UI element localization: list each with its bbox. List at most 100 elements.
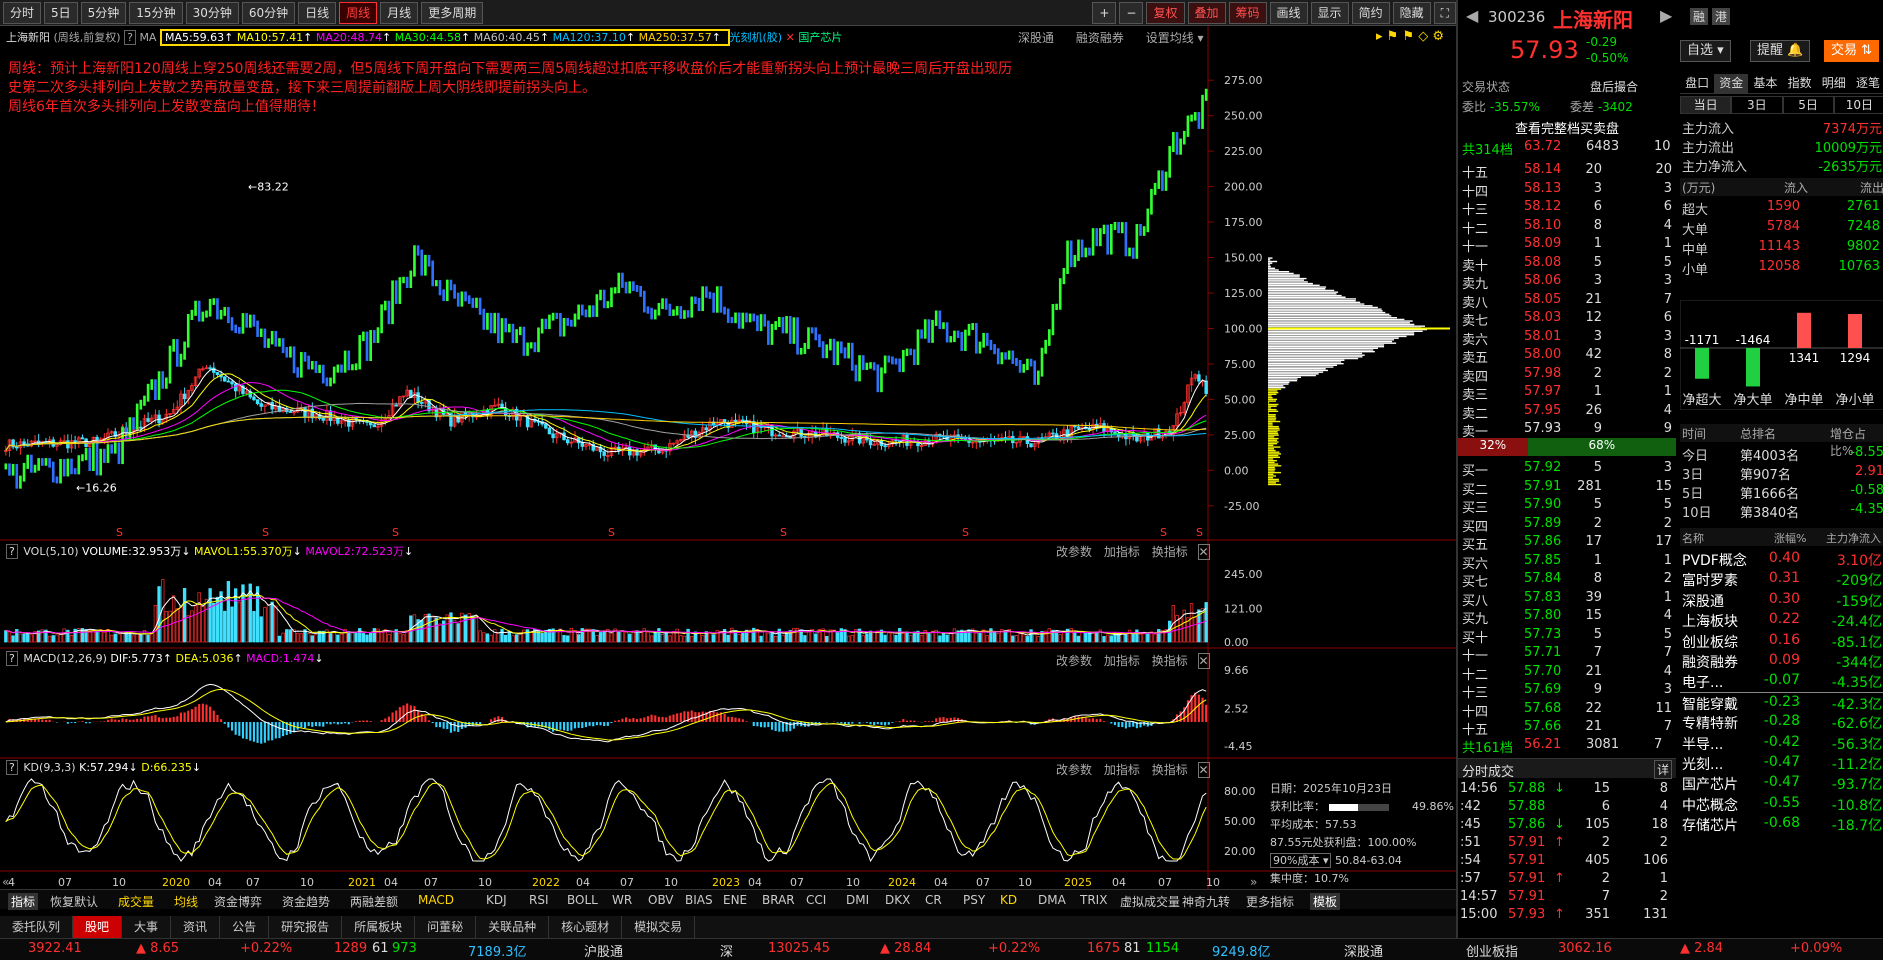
sector-row[interactable]: 富时罗素 0.31 -209亿	[1682, 570, 1882, 590]
fund-tab-3[interactable]: 指数	[1787, 76, 1812, 90]
bottom-tab-7[interactable]: 问董秘	[415, 916, 477, 938]
bottom-tab-5[interactable]: 研究报告	[269, 916, 343, 938]
plus-icon[interactable]: +	[1092, 2, 1117, 24]
ask-row[interactable]: 卖九 58.06 3 3	[1458, 272, 1676, 292]
indicator-tab-17[interactable]: DMI	[846, 893, 870, 907]
sector-row[interactable]: 融资融券 0.09 -344亿	[1682, 652, 1882, 671]
bid-row[interactable]: 买四 57.89 2 2	[1458, 515, 1676, 535]
next-stock-icon[interactable]: ▶	[1660, 6, 1673, 25]
scroll-right-icon[interactable]: »	[1250, 875, 1257, 889]
fund-period-0[interactable]: 当日	[1680, 96, 1732, 114]
fund-tab-4[interactable]: 明细	[1821, 76, 1846, 90]
bid-row[interactable]: 买九 57.80 15 4	[1458, 607, 1676, 627]
indicator-tab-9[interactable]: RSI	[529, 893, 549, 907]
ask-row[interactable]: 卖四 57.98 2 2	[1458, 365, 1676, 385]
indicator-tab-19[interactable]: CR	[925, 893, 942, 907]
indicator-tab-6[interactable]: 两融差额	[350, 895, 399, 909]
bid-row[interactable]: 买一 57.92 5 3	[1458, 459, 1676, 479]
ask-row[interactable]: 卖十 58.08 5 5	[1458, 254, 1676, 274]
indicator-tab-14[interactable]: ENE	[723, 893, 748, 907]
period-tab-1[interactable]: 5日	[44, 1, 78, 24]
ask-row[interactable]: 卖七 58.03 12 6	[1458, 309, 1676, 329]
chips-button[interactable]: 筹码	[1228, 2, 1267, 24]
ask-row[interactable]: 十一 58.09 1 1	[1458, 235, 1676, 255]
period-tab-5[interactable]: 60分钟	[241, 1, 296, 24]
fund-tab-2[interactable]: 基本	[1753, 76, 1778, 90]
kd-switch-indicator[interactable]: 换指标	[1151, 763, 1188, 777]
sector-row[interactable]: 存储芯片 -0.68 -18.7亿	[1682, 815, 1882, 835]
scroll-left-icon[interactable]: «	[2, 875, 9, 889]
indicator-tab-15[interactable]: BRAR	[762, 893, 795, 907]
indicator-tab-10[interactable]: BOLL	[567, 893, 598, 907]
link-ma-settings[interactable]: 设置均线	[1145, 31, 1194, 45]
bid-row[interactable]: 买十 57.73 5 5	[1458, 626, 1676, 646]
chip-cost90-select[interactable]: 90%成本 ▾	[1270, 853, 1332, 868]
ask-row[interactable]: 卖六 58.01 3 3	[1458, 328, 1676, 348]
indicator-tab-23[interactable]: TRIX	[1080, 893, 1108, 907]
period-tab-8[interactable]: 月线	[380, 1, 419, 24]
indicator-tab-12[interactable]: OBV	[648, 893, 674, 907]
draw-button[interactable]: 画线	[1269, 2, 1308, 24]
bottom-tab-6[interactable]: 所属板块	[342, 916, 416, 938]
period-tab-0[interactable]: 分时	[3, 1, 42, 24]
bottom-tab-1[interactable]: 股吧	[73, 916, 123, 938]
vol-switch-indicator[interactable]: 换指标	[1151, 545, 1188, 559]
indicator-tab-18[interactable]: DKX	[885, 893, 911, 907]
indicator-tab-7[interactable]: MACD	[418, 893, 454, 907]
sector-row[interactable]: 半导... -0.42 -56.3亿	[1682, 733, 1882, 753]
fund-period-3[interactable]: 10日	[1833, 96, 1883, 114]
ask-row[interactable]: 卖八 58.05 21 7	[1458, 291, 1676, 311]
period-tab-3[interactable]: 15分钟	[129, 1, 183, 24]
overlay-button[interactable]: 叠加	[1187, 2, 1226, 24]
indicator-tab-20[interactable]: PSY	[963, 893, 986, 907]
kline-chart-svg[interactable]: 275.00 250.00 225.00 200.00 175.00 150.00 125.…	[0, 26, 1456, 892]
indicator-tab-21[interactable]: KD	[1000, 893, 1018, 907]
sgt-label[interactable]: 深股通	[1344, 945, 1384, 960]
period-tab-2[interactable]: 5分钟	[80, 1, 127, 24]
expand-icon[interactable]: ⛶	[1433, 2, 1456, 24]
ask-row[interactable]: 卖五 58.00 42 8	[1458, 346, 1676, 366]
bid-row[interactable]: 十三 57.69 9 3	[1458, 681, 1676, 701]
bid-row[interactable]: 买二 57.91 281 15	[1458, 478, 1676, 498]
period-tab-7[interactable]: 周线	[339, 1, 378, 24]
bid-row[interactable]: 买八 57.83 39 1	[1458, 589, 1676, 609]
vol-close-icon[interactable]: ✕	[1197, 544, 1210, 560]
tag-chip[interactable]: 国产芯片	[798, 31, 843, 44]
indicator-tab-4[interactable]: 资金博弈	[214, 895, 263, 909]
indicator-tab-11[interactable]: WR	[612, 893, 633, 907]
ask-row[interactable]: 十五 58.14 20 20	[1458, 161, 1676, 181]
indicator-tab-26[interactable]: 更多指标	[1246, 895, 1295, 909]
chart-tool-icons[interactable]: ▸ ⚑ ⚑ ◇ ⚙	[1376, 29, 1445, 44]
fund-tab-0[interactable]: 盘口	[1685, 76, 1710, 90]
bid-row[interactable]: 十二 57.70 21 4	[1458, 663, 1676, 683]
ticks-detail-button[interactable]: 详	[1653, 760, 1672, 779]
bid-row[interactable]: 买六 57.85 1 1	[1458, 552, 1676, 572]
link-sgt[interactable]: 深股通	[1018, 31, 1055, 45]
bottom-tab-4[interactable]: 公告	[220, 916, 270, 938]
bottom-tab-10[interactable]: 模拟交易	[622, 916, 696, 938]
display-button[interactable]: 显示	[1310, 2, 1349, 24]
fund-tab-1[interactable]: 资金	[1714, 74, 1749, 93]
indicator-tab-5[interactable]: 资金趋势	[282, 895, 331, 909]
indicator-tab-2[interactable]: 成交量	[118, 895, 155, 909]
kd-close-icon[interactable]: ✕	[1197, 762, 1210, 778]
bottom-tab-9[interactable]: 核心题材	[549, 916, 623, 938]
help-icon[interactable]: ?	[124, 30, 136, 45]
sector-row[interactable]: 深股通 0.30 -159亿	[1682, 590, 1882, 610]
period-tab-9[interactable]: 更多周期	[421, 1, 484, 24]
bid-row[interactable]: 买三 57.90 5 5	[1458, 496, 1676, 516]
period-tab-6[interactable]: 日线	[298, 1, 337, 24]
indicator-tab-3[interactable]: 均线	[174, 895, 199, 909]
indicator-tab-1[interactable]: 恢复默认	[50, 895, 99, 909]
sector-row[interactable]: 电子... -0.07 -4.35亿	[1682, 672, 1882, 692]
macd-edit-params[interactable]: 改参数	[1056, 654, 1093, 668]
bottom-tab-2[interactable]: 大事	[122, 916, 172, 938]
macd-switch-indicator[interactable]: 换指标	[1151, 654, 1188, 668]
sector-row[interactable]: 国产芯片 -0.47 -93.7亿	[1682, 774, 1882, 794]
bid-row[interactable]: 买五 57.86 17 17	[1458, 533, 1676, 553]
indicator-tab-25[interactable]: 神奇九转	[1182, 895, 1231, 909]
fund-period-2[interactable]: 5日	[1782, 96, 1834, 114]
alert-button[interactable]: 提醒 🔔	[1750, 40, 1811, 62]
fund-period-1[interactable]: 3日	[1731, 96, 1783, 114]
ask-row[interactable]: 卖三 57.97 1 1	[1458, 383, 1676, 403]
